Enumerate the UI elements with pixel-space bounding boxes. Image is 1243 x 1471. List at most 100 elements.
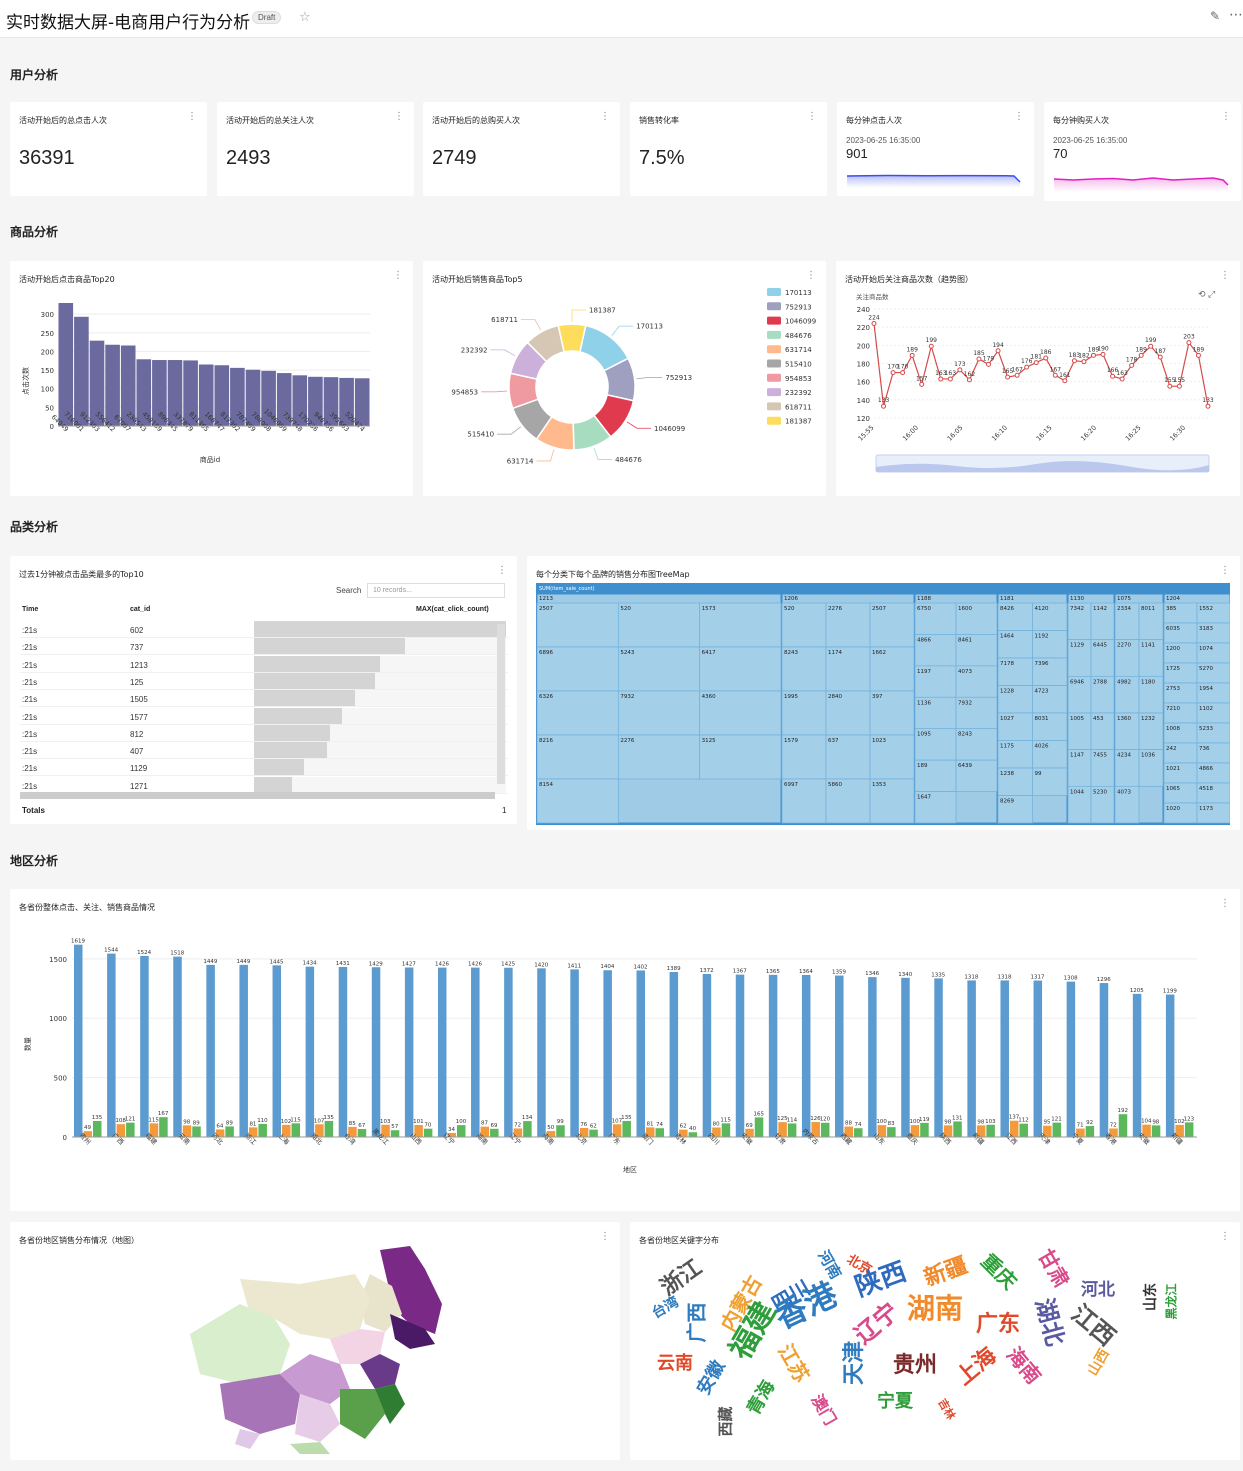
treemap-cell-label: 8011 [1141, 606, 1155, 612]
bar-value-label: 120 [820, 1117, 831, 1123]
treemap-cell-label: 5270 [1199, 666, 1213, 672]
trend-line-chart: 关注商品数 120 140 160 180 200 220 240 15:55 16:00 16:0… [856, 292, 1214, 473]
bar [570, 969, 579, 1137]
treemap-cell-label: 1074 [1199, 646, 1213, 652]
data-label: 190 [1097, 345, 1109, 352]
y-tick-label: 240 [857, 306, 870, 314]
card-menu-icon[interactable]: ⋮ [806, 270, 816, 281]
wordcloud-word: 西藏 [716, 1406, 735, 1437]
bar [239, 964, 248, 1137]
bar [74, 316, 89, 426]
slice-label: 954853 [451, 388, 478, 396]
bar-value-label: 69 [746, 1123, 753, 1129]
scrollbar-horizontal[interactable] [20, 792, 495, 799]
card-title: 每分钟点击人次 [846, 116, 902, 125]
bar-value-label: 104 [1141, 1119, 1152, 1125]
treemap-group-label: 1130 [1070, 596, 1084, 602]
treemap-cell [914, 759, 957, 792]
bar [324, 1120, 334, 1137]
bar-value-label: 100 [909, 1119, 920, 1125]
card-menu-icon[interactable]: ⋮ [1220, 1231, 1230, 1242]
cell-time: :21s [22, 729, 38, 739]
restore-icon[interactable]: ⟲ ⤢ [1198, 289, 1216, 299]
card-menu-icon[interactable]: ⋮ [1221, 111, 1231, 122]
edit-icon[interactable]: ✎ [1210, 9, 1221, 23]
data-point [919, 381, 925, 387]
col-header-cat-id[interactable]: cat_id [130, 606, 151, 613]
bar [1019, 1123, 1028, 1137]
card-menu-icon[interactable]: ⋮ [1220, 898, 1230, 909]
bar [688, 1132, 698, 1137]
treemap-cell [914, 665, 957, 698]
card-menu-icon[interactable]: ⋮ [187, 111, 197, 122]
bar [579, 1127, 589, 1137]
search-input[interactable]: 10 records... [367, 583, 505, 598]
treemap-cell [869, 734, 915, 780]
y-tick-label: 200 [41, 348, 54, 356]
data-point [1071, 358, 1077, 364]
slice-label: 618711 [491, 316, 518, 324]
treemap-cell-label: 7455 [1093, 753, 1107, 759]
y-tick-label: 1000 [49, 1015, 67, 1023]
bar [315, 1124, 324, 1137]
table-row: :21s 1505 [20, 690, 508, 708]
card-menu-icon[interactable]: ⋮ [1220, 565, 1230, 576]
card-menu-icon[interactable]: ⋮ [1014, 111, 1024, 122]
bar-value-label: 1544 [104, 948, 118, 954]
scrollbar-vertical[interactable] [497, 624, 505, 784]
bar-value-label: 102 [281, 1119, 292, 1125]
treemap-cell-label: 1197 [917, 669, 931, 675]
bar [456, 1125, 466, 1137]
card-menu-icon[interactable]: ⋮ [497, 565, 507, 576]
treemap-cell [869, 646, 915, 692]
treemap-cell [1032, 630, 1068, 659]
card-menu-icon[interactable]: ⋮ [807, 111, 817, 122]
card-menu-icon[interactable]: ⋮ [600, 111, 610, 122]
data-point [1176, 383, 1182, 389]
cell-time: :21s [22, 660, 38, 670]
bar [1184, 1122, 1194, 1137]
cell-bar [254, 672, 375, 689]
card-title: 活动开始后的总购买人次 [432, 116, 520, 125]
bar-value-label: 72 [514, 1122, 521, 1128]
timestamp: 2023-06-25 16:35:00 [846, 136, 921, 145]
bar [292, 375, 308, 426]
treemap-cell [914, 602, 957, 635]
bar-value-label: 1425 [501, 962, 515, 968]
treemap-cell [1138, 602, 1164, 641]
kpi-card: 活动开始后的总关注人次 ⋮ 2493 [217, 102, 414, 196]
bar-value-label: 98 [183, 1119, 190, 1125]
data-label: 157 [916, 375, 928, 382]
map-card: 各省份地区销售分布情况（地图） ⋮ [10, 1222, 620, 1460]
cell-bar [254, 655, 380, 672]
treemap-cell-label: 1044 [1070, 789, 1084, 795]
table-row: :21s 1129 [20, 759, 508, 777]
treemap-cell-label: 1600 [958, 606, 972, 612]
y-axis-label: 数量 [23, 1037, 32, 1051]
card-menu-icon[interactable]: ⋮ [394, 111, 404, 122]
col-header-time[interactable]: Time [22, 606, 39, 613]
treemap-group-label: 1206 [784, 596, 798, 602]
bar [192, 1126, 201, 1137]
bar [835, 975, 844, 1137]
more-icon[interactable]: ⋯ [1229, 6, 1243, 22]
treemap-cell-label: 637 [828, 738, 839, 744]
y-tick-label: 140 [857, 397, 870, 405]
treemap-cell [997, 630, 1033, 659]
col-header-max[interactable]: MAX(cat_click_count) [416, 606, 489, 613]
bar [934, 978, 943, 1137]
data-point [1186, 340, 1192, 346]
card-menu-icon[interactable]: ⋮ [1220, 270, 1230, 281]
data-point [1043, 355, 1049, 361]
card-menu-icon[interactable]: ⋮ [393, 270, 403, 281]
bar [206, 964, 215, 1137]
star-icon[interactable]: ☆ [299, 9, 311, 24]
bar [920, 1122, 929, 1137]
card-menu-icon[interactable]: ⋮ [600, 1231, 610, 1242]
bar [868, 977, 877, 1137]
treemap-cell-label: 8031 [1035, 716, 1049, 722]
bar [1000, 980, 1009, 1137]
treemap-cell-label: 1238 [1000, 771, 1014, 777]
bar [1085, 1126, 1095, 1137]
bar-value-label: 135 [323, 1115, 334, 1121]
